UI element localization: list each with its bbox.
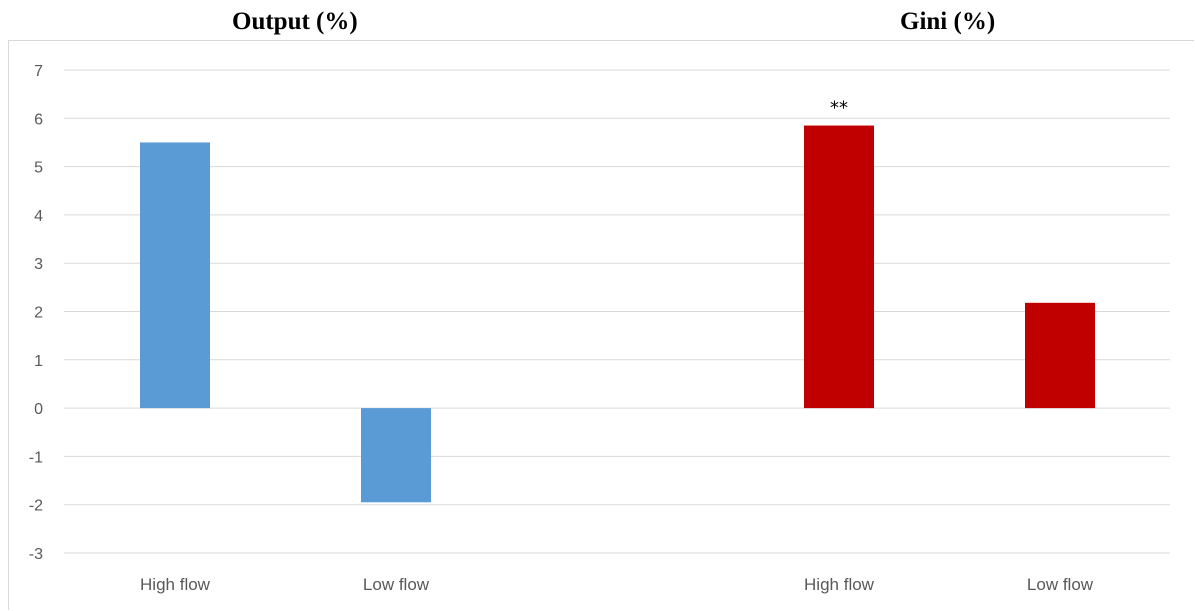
y-tick-label: 3 (34, 256, 43, 273)
category-label: Low flow (363, 575, 430, 594)
category-labels: High flow Low flow High flow Low flow (140, 575, 1094, 594)
category-label: Low flow (1027, 575, 1094, 594)
y-tick-label: -2 (29, 498, 43, 515)
significance-annotation: ** (830, 98, 848, 119)
y-tick-label: 5 (34, 160, 43, 177)
y-tick-label: 0 (34, 401, 43, 418)
bars (140, 125, 1095, 503)
annotations: ** (830, 98, 848, 119)
y-axis-ticks: 7 6 5 4 3 2 1 0 -1 -2 -3 (29, 63, 43, 563)
y-tick-label: -3 (29, 546, 43, 563)
chart-frame (8, 40, 1194, 610)
gini-chart-title: Gini (%) (900, 8, 996, 35)
y-tick-label: 6 (34, 111, 43, 128)
bar (361, 408, 431, 503)
gridlines (64, 69, 1170, 554)
y-tick-label: 7 (34, 63, 43, 80)
y-tick-label: -1 (29, 449, 43, 466)
bar (1025, 302, 1095, 409)
y-tick-label: 2 (34, 305, 43, 322)
y-tick-label: 4 (34, 208, 43, 225)
category-label: High flow (804, 575, 875, 594)
y-tick-label: 1 (34, 353, 43, 370)
category-label: High flow (140, 575, 211, 594)
output-chart-title: Output (%) (232, 8, 358, 35)
bar (804, 125, 874, 409)
bar (140, 142, 210, 409)
